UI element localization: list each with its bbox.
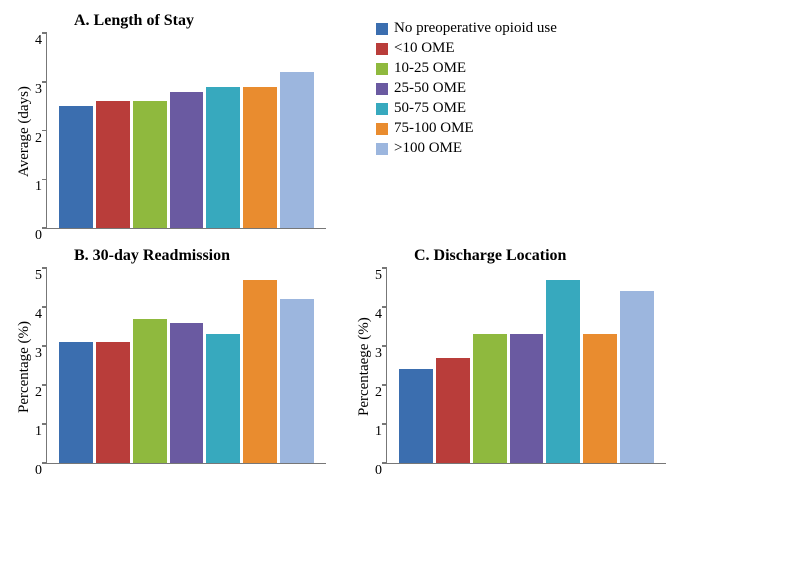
bar [206, 87, 240, 228]
tickmark [382, 345, 387, 347]
bar [59, 106, 93, 228]
tickmark [42, 306, 47, 308]
bar [436, 358, 470, 463]
tickmark [42, 227, 47, 229]
chart-c: C. Discharge Location Percentaege (%) 54… [354, 247, 666, 464]
bar [473, 334, 507, 463]
legend-item: 10-25 OME [376, 60, 557, 77]
tickmark [42, 267, 47, 269]
tickmark [382, 423, 387, 425]
bar [133, 319, 167, 463]
bottom-row: B. 30-day Readmission Percentage (%) 543… [14, 247, 786, 464]
tickmark [382, 462, 387, 464]
chart-a-plotwrap: Average (days) 43210 [14, 34, 326, 229]
chart-a-title: A. Length of Stay [74, 12, 326, 30]
legend: No preoperative opioid use <10 OME 10-25 O… [326, 12, 557, 160]
legend-swatch [376, 143, 388, 155]
chart-b-yaxis: 543210 [35, 269, 46, 464]
tickmark [382, 267, 387, 269]
bar [133, 101, 167, 228]
tickmark [42, 384, 47, 386]
chart-b-ylabel: Percentage (%) [14, 269, 35, 464]
bar [280, 299, 314, 463]
chart-b-plot [46, 269, 326, 464]
chart-b-bars [47, 280, 326, 463]
legend-swatch [376, 63, 388, 75]
chart-c-bars [387, 280, 666, 463]
bar [170, 323, 204, 463]
bar [243, 87, 277, 228]
chart-a: A. Length of Stay Average (days) 43210 [14, 12, 326, 229]
legend-label: No preoperative opioid use [394, 20, 557, 37]
bar [280, 72, 314, 228]
legend-item: >100 OME [376, 140, 557, 157]
legend-label: >100 OME [394, 140, 462, 157]
legend-label: 75-100 OME [394, 120, 474, 137]
bar [206, 334, 240, 463]
chart-a-plot [46, 34, 326, 229]
chart-b-plotwrap: Percentage (%) 543210 [14, 269, 326, 464]
chart-a-yaxis: 43210 [35, 34, 46, 229]
legend-swatch [376, 83, 388, 95]
tickmark [42, 345, 47, 347]
legend-label: <10 OME [394, 40, 455, 57]
tickmark [42, 81, 47, 83]
legend-item: 75-100 OME [376, 120, 557, 137]
bar [59, 342, 93, 463]
bar [546, 280, 580, 463]
legend-label: 10-25 OME [394, 60, 466, 77]
top-row: A. Length of Stay Average (days) 43210 N… [14, 12, 786, 229]
chart-b: B. 30-day Readmission Percentage (%) 543… [14, 247, 326, 464]
legend-label: 50-75 OME [394, 100, 466, 117]
chart-c-plotwrap: Percentaege (%) 543210 [354, 269, 666, 464]
bar [96, 342, 130, 463]
legend-swatch [376, 43, 388, 55]
legend-swatch [376, 23, 388, 35]
legend-swatch [376, 103, 388, 115]
legend-swatch [376, 123, 388, 135]
tickmark [42, 462, 47, 464]
tickmark [382, 306, 387, 308]
tickmark [42, 423, 47, 425]
legend-item: 50-75 OME [376, 100, 557, 117]
tickmark [42, 179, 47, 181]
chart-a-ylabel: Average (days) [14, 34, 35, 229]
bar [620, 291, 654, 463]
chart-c-yaxis: 543210 [375, 269, 386, 464]
tickmark [42, 32, 47, 34]
bar [399, 369, 433, 463]
chart-c-title: C. Discharge Location [414, 247, 666, 265]
chart-a-bars [47, 72, 326, 228]
chart-c-ylabel: Percentaege (%) [354, 269, 375, 464]
bar [243, 280, 277, 463]
tickmark [382, 384, 387, 386]
chart-c-plot [386, 269, 666, 464]
legend-item: 25-50 OME [376, 80, 557, 97]
legend-label: 25-50 OME [394, 80, 466, 97]
chart-b-title: B. 30-day Readmission [74, 247, 326, 265]
legend-item: No preoperative opioid use [376, 20, 557, 37]
bar [583, 334, 617, 463]
bar [170, 92, 204, 229]
legend-item: <10 OME [376, 40, 557, 57]
bar [96, 101, 130, 228]
bar [510, 334, 544, 463]
tickmark [42, 130, 47, 132]
